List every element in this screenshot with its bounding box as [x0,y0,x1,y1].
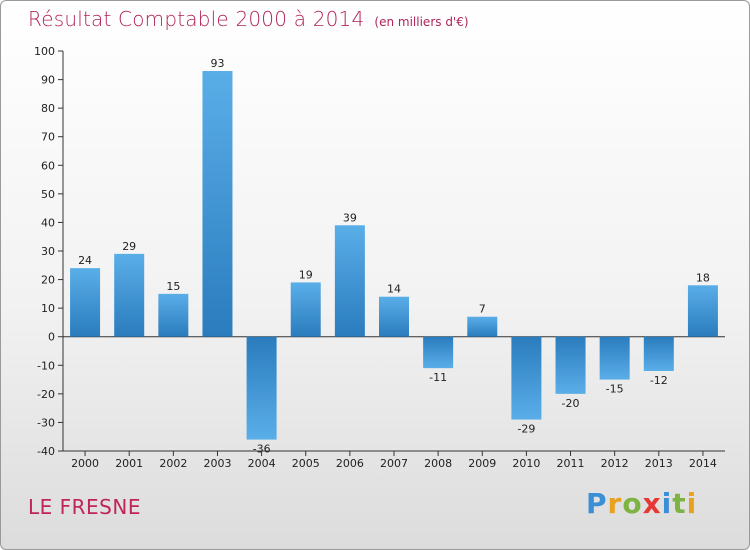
chart-unit: (en milliers d'€) [374,15,469,29]
x-tick-label: 2002 [159,457,187,470]
bar-2011 [555,336,586,394]
y-tick-label: 50 [41,188,55,201]
bar-value-label: 24 [78,254,92,267]
y-tick-label: 80 [41,102,55,115]
bar-chart: -40 -30 -20 -10 0 10 20 30 40 50 60 70 80 90 100 24 2000… [34,45,725,470]
x-tick-label: 2003 [203,457,231,470]
bar-value-label: 14 [387,283,401,296]
bar-2007 [379,296,409,337]
bar-value-label: 15 [166,280,180,293]
x-tick-label: 2007 [380,457,408,470]
bar-2012 [599,336,630,380]
bar-value-label: 19 [299,268,313,281]
x-tick-label: 2004 [248,457,276,470]
bar-2010 [511,336,542,420]
logo-letter: r [607,487,623,520]
logo-letter: x [642,487,662,520]
y-tick-label: 90 [41,74,55,87]
x-tick-label: 2005 [292,457,320,470]
bar-2000 [70,268,101,337]
commune-name: LE FRESNE [28,495,141,519]
y-tick-label: 20 [41,274,55,287]
chart-title: Résultat Comptable 2000 à 2014 [28,7,365,31]
x-tick-label: 2013 [645,457,673,470]
y-tick-label: -10 [37,359,55,372]
x-tick-label: 2000 [71,457,99,470]
x-tick-label: 2006 [336,457,364,470]
y-tick-label: 70 [41,131,55,144]
bar-2003 [202,71,233,337]
x-tick-label: 2014 [689,457,717,470]
chart-title-block: Résultat Comptable 2000 à 2014 (en millie… [28,7,469,31]
bar-value-label: -11 [429,371,447,384]
bar-2002 [158,293,189,337]
bar-value-label: 18 [696,271,710,284]
logo-letter: i [686,487,698,520]
bar-2001 [114,253,145,337]
y-tick-label: -30 [37,416,55,429]
bar-value-label: -15 [606,383,624,396]
bar-2013 [643,336,674,371]
y-tick-label: 40 [41,216,55,229]
bar-value-label: -12 [650,374,668,387]
y-tick-label: 100 [34,45,55,58]
x-tick-label: 2001 [115,457,143,470]
bar-2004 [246,336,277,440]
x-tick-label: 2009 [468,457,496,470]
logo-letter: i [661,487,673,520]
x-tick-label: 2011 [557,457,585,470]
logo-letter: t [672,487,687,520]
bar-value-label: 39 [343,211,357,224]
x-tick-label: 2010 [512,457,540,470]
bar-2006 [334,225,365,337]
x-tick-label: 2012 [601,457,629,470]
y-tick-label: 0 [48,331,55,344]
bar-value-label: -36 [253,443,271,456]
bar-value-label: -20 [562,397,580,410]
y-tick-label: -40 [37,445,55,458]
bar-value-label: -29 [517,423,535,436]
bar-value-label: 93 [210,57,224,70]
logo-letter: o [622,487,643,520]
bar-2014 [687,285,718,337]
x-tick-label: 2008 [424,457,452,470]
bar-2008 [423,336,454,369]
bar-2009 [467,316,498,337]
bar-value-label: 29 [122,240,136,253]
logo-letter: P [586,487,608,520]
bar-2005 [290,282,321,337]
y-tick-label: 60 [41,159,55,172]
proxiti-logo: Proxiti [586,487,697,520]
bar-value-label: 7 [479,303,486,316]
y-tick-label: -20 [37,388,55,401]
y-tick-label: 10 [41,302,55,315]
y-tick-label: 30 [41,245,55,258]
